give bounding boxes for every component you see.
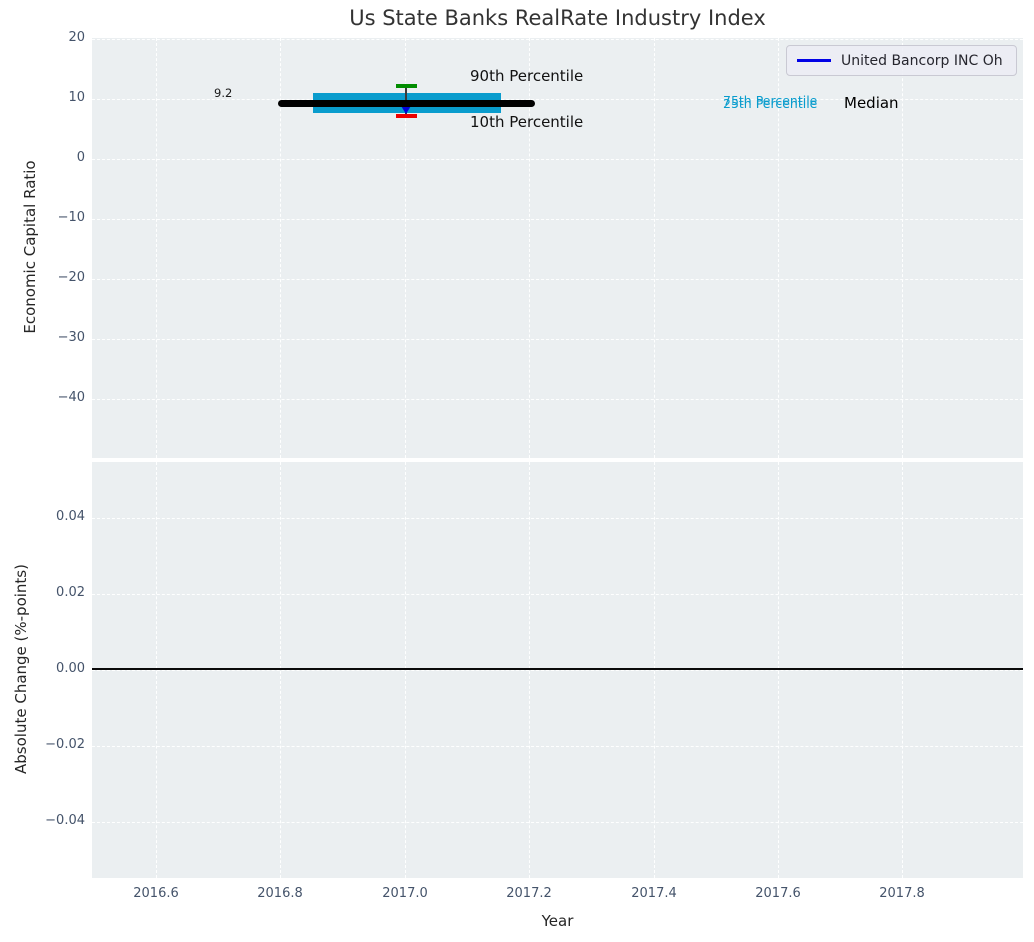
median-label: Median — [844, 94, 899, 112]
gridline-v — [529, 38, 530, 458]
bottom-subplot — [92, 462, 1023, 878]
xtick: 2017.4 — [631, 886, 677, 901]
ytick-top: 10 — [68, 90, 85, 105]
gridline-v — [778, 38, 779, 458]
gridline-h — [92, 99, 1023, 100]
ytick-bottom: 0.00 — [56, 661, 85, 676]
xtick: 2017.2 — [506, 886, 552, 901]
p90-cap — [396, 84, 417, 88]
xtick: 2016.6 — [133, 886, 179, 901]
gridline-h — [92, 399, 1023, 400]
legend-line-icon — [797, 59, 831, 62]
gridline-h — [92, 594, 1023, 595]
gridline-h — [92, 159, 1023, 160]
gridline-v — [156, 38, 157, 458]
gridline-h — [92, 518, 1023, 519]
xtick: 2017.6 — [755, 886, 801, 901]
ytick-bottom: 0.04 — [56, 509, 85, 524]
gridline-v — [280, 38, 281, 458]
xtick: 2016.8 — [257, 886, 303, 901]
x-axis-label: Year — [541, 912, 574, 930]
gridline-v — [902, 38, 903, 458]
y-axis-label-top: Economic Capital Ratio — [21, 160, 39, 334]
gridline-v — [405, 38, 406, 458]
ytick-top: −40 — [57, 390, 85, 405]
gridline-h — [92, 670, 1023, 671]
median-start-value: 9.2 — [214, 86, 233, 100]
xtick: 2017.0 — [382, 886, 428, 901]
ytick-bottom: −0.04 — [45, 813, 85, 828]
ytick-top: 0 — [76, 150, 85, 165]
ytick-top: −10 — [57, 210, 85, 225]
chart-title: Us State Banks RealRate Industry Index — [349, 6, 766, 30]
zero-reference-line — [92, 668, 1023, 670]
p10-label: 10th Percentile — [470, 113, 584, 131]
top-subplot: 9.2 90th Percentile 10th Percentile 75th… — [92, 38, 1023, 458]
p75-label: 75th Percentile — [723, 93, 818, 108]
legend: United Bancorp INC Oh — [786, 45, 1017, 76]
p90-label: 90th Percentile — [470, 67, 584, 85]
ytick-top: 20 — [68, 30, 85, 45]
ytick-bottom: 0.02 — [56, 585, 85, 600]
gridline-h — [92, 746, 1023, 747]
gridline-h — [92, 279, 1023, 280]
gridline-h — [92, 39, 1023, 40]
ytick-top: −30 — [57, 330, 85, 345]
median-line — [278, 100, 535, 107]
gridline-h — [92, 822, 1023, 823]
gridline-h — [92, 339, 1023, 340]
p25-label: 25th Percentile — [723, 96, 818, 111]
y-axis-label-bottom: Absolute Change (%-points) — [12, 564, 30, 774]
p10-cap — [396, 114, 417, 118]
xtick: 2017.8 — [879, 886, 925, 901]
legend-label: United Bancorp INC Oh — [841, 52, 1003, 69]
gridline-h — [92, 219, 1023, 220]
ytick-top: −20 — [57, 270, 85, 285]
gridline-v — [654, 38, 655, 458]
ytick-bottom: −0.02 — [45, 737, 85, 752]
